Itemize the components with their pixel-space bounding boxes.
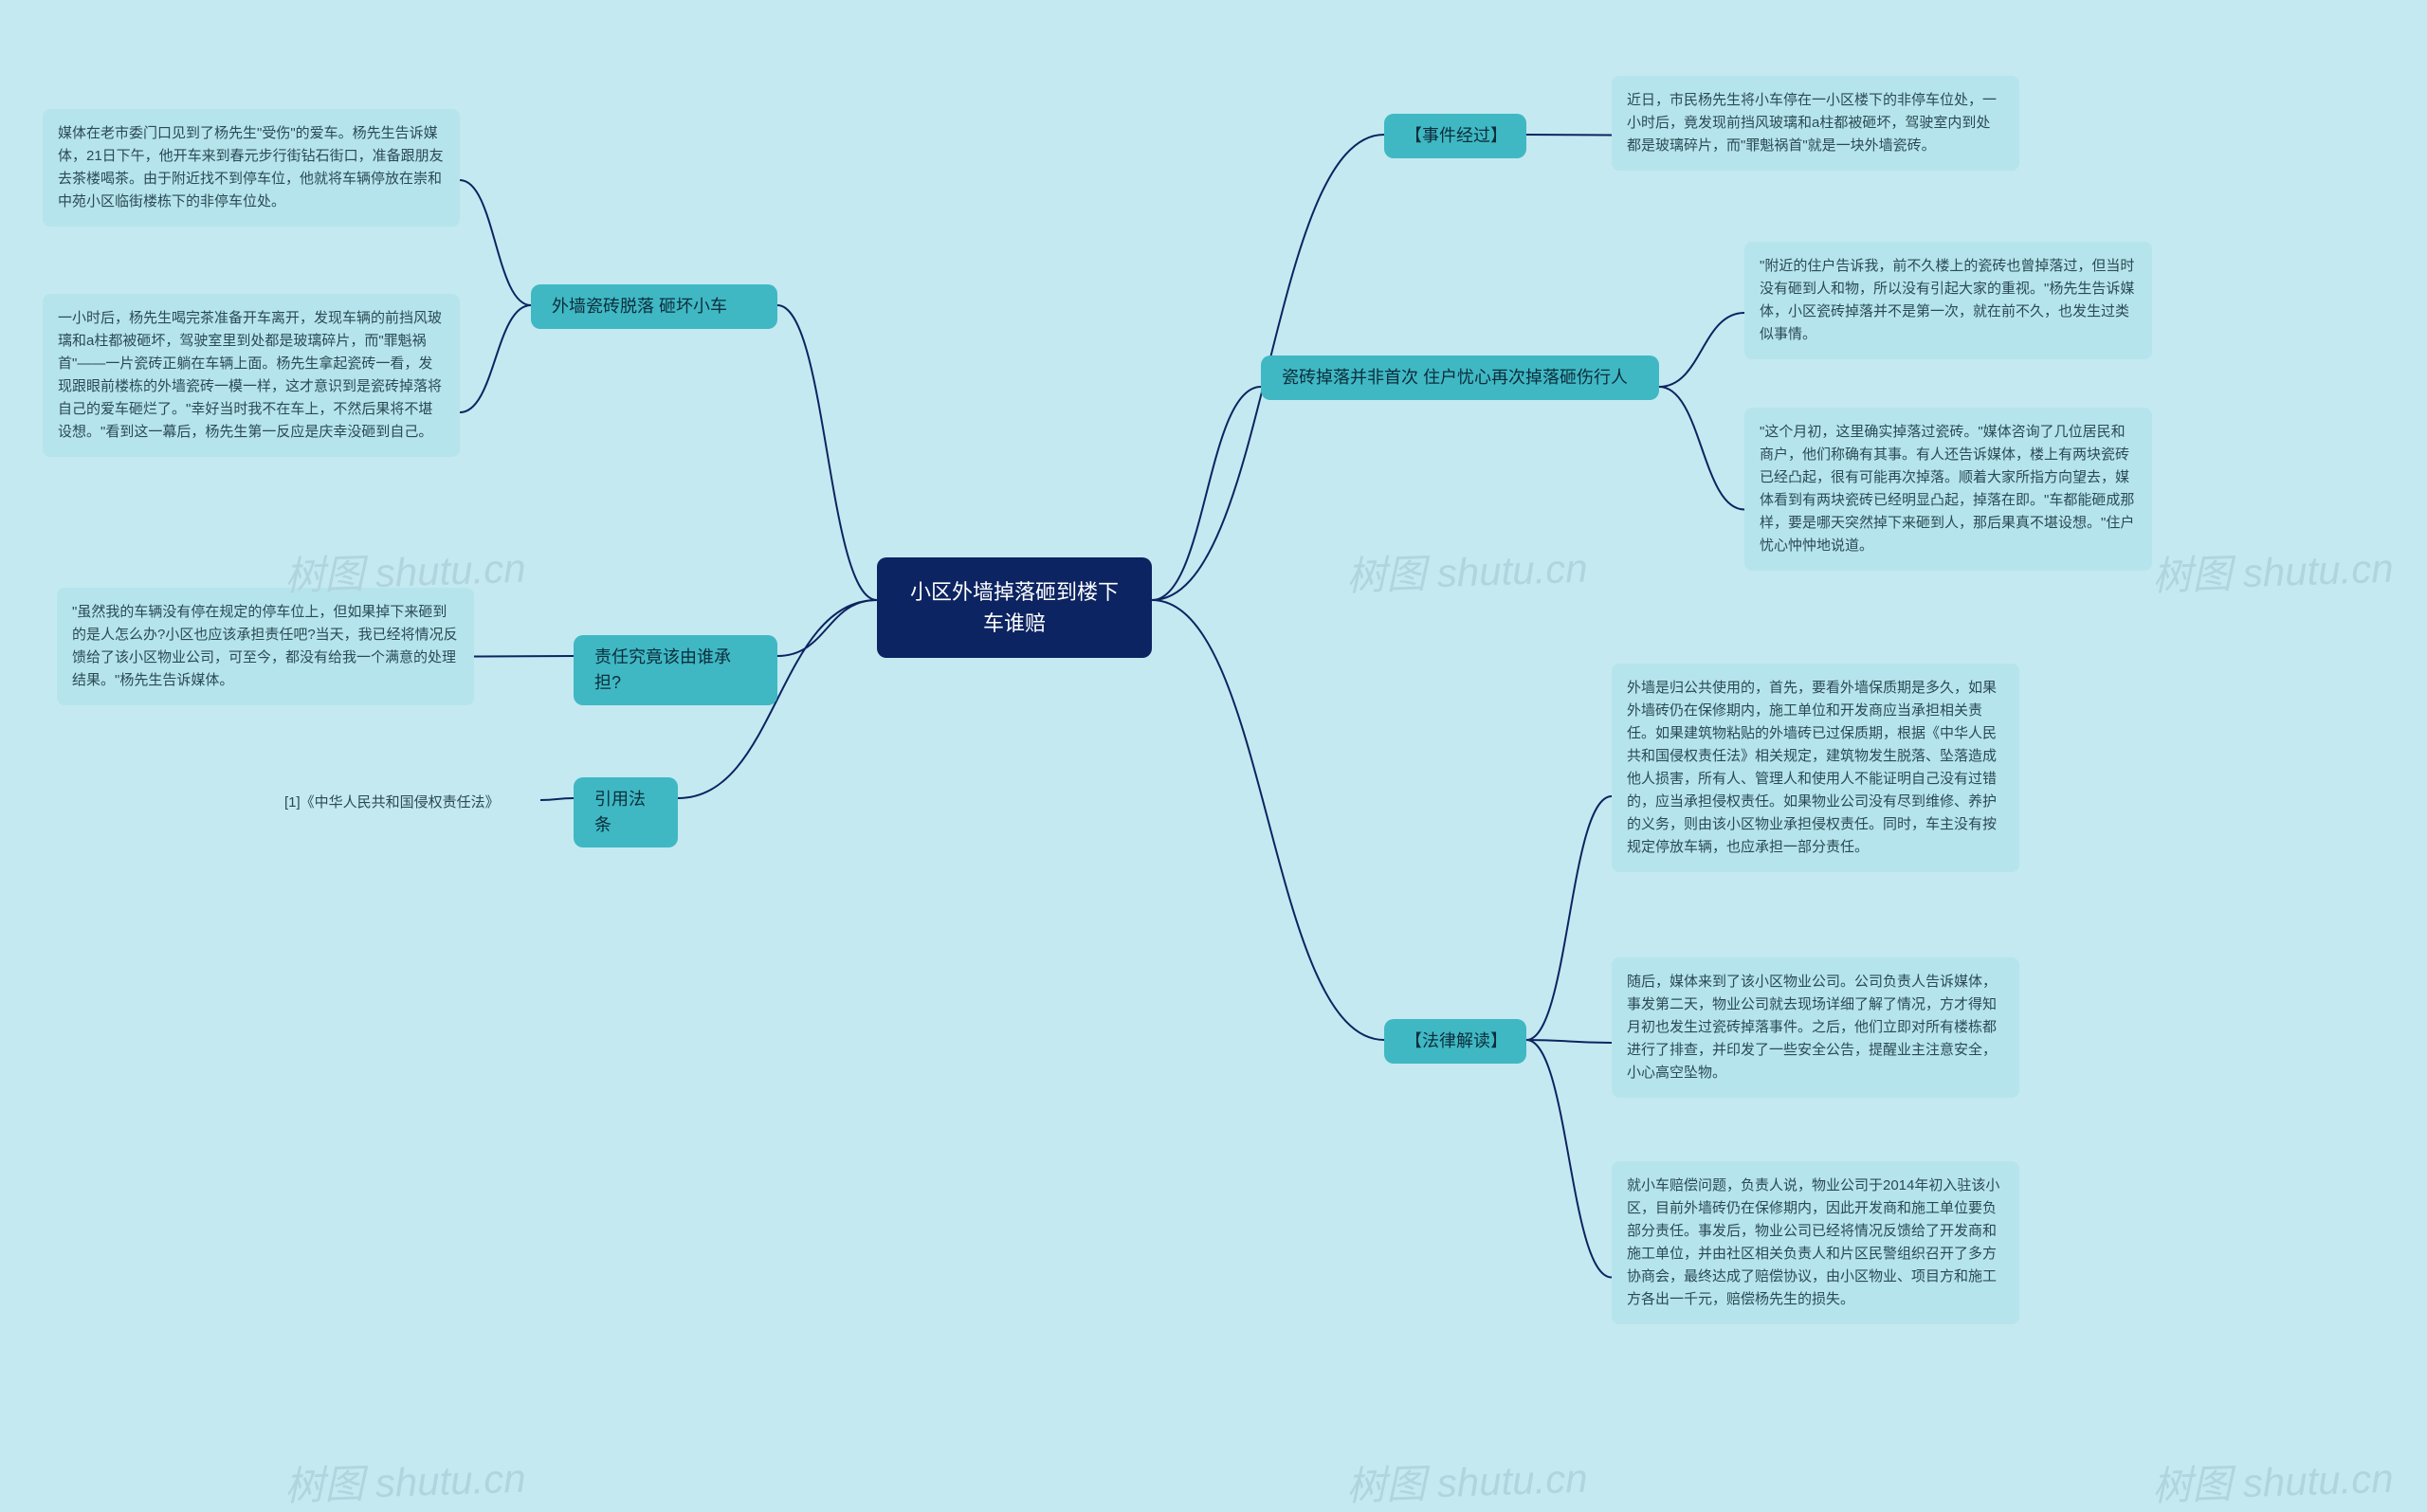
leaf-node: "这个月初，这里确实掉落过瓷砖。"媒体咨询了几位居民和商户，他们称确有其事。有人… [1744,408,2152,571]
watermark: 树图 shutu.cn [2151,537,2394,603]
branch-label: 责任究竟该由谁承担? [594,647,731,692]
leaf-node: "附近的住户告诉我，前不久楼上的瓷砖也曾掉落过，但当时没有砸到人和物，所以没有引… [1744,242,2152,359]
leaf-node: 随后，媒体来到了该小区物业公司。公司负责人告诉媒体，事发第二天，物业公司就去现场… [1612,957,2019,1098]
branch-label: 瓷砖掉落并非首次 住户忧心再次掉落砸伤行人 [1282,368,1628,387]
connector-layer [0,0,2427,1512]
leaf-node: "虽然我的车辆没有停在规定的停车位上，但如果掉下来砸到的是人怎么办?小区也应该承… [57,588,474,705]
watermark: 树图 shutu.cn [1345,537,1588,603]
leaf-node: 就小车赔偿问题，负责人说，物业公司于2014年初入驻该小区，目前外墙砖仍在保修期… [1612,1161,2019,1324]
watermark: 树图 shutu.cn [2151,1447,2394,1512]
leaf-node: 一小时后，杨先生喝完茶准备开车离开，发现车辆的前挡风玻璃和a柱都被砸坏，驾驶室里… [43,294,460,457]
watermark: 树图 shutu.cn [283,1447,526,1512]
leaf-node: 媒体在老市委门口见到了杨先生"受伤"的爱车。杨先生告诉媒体，21日下午，他开车来… [43,109,460,227]
watermark: 树图 shutu.cn [1345,1447,1588,1512]
branch-node[interactable]: 责任究竟该由谁承担? [574,635,777,705]
branch-label: 外墙瓷砖脱落 砸坏小车 [552,297,727,316]
branch-node[interactable]: 【法律解读】 [1384,1019,1526,1064]
branch-node[interactable]: 外墙瓷砖脱落 砸坏小车 [531,284,777,329]
leaf-node: [1]《中华人民共和国侵权责任法》 [275,787,540,820]
branch-label: 【法律解读】 [1405,1031,1507,1050]
branch-label: 【事件经过】 [1405,126,1507,145]
branch-label: 引用法条 [594,790,646,834]
branch-node[interactable]: 【事件经过】 [1384,114,1526,158]
branch-node[interactable]: 引用法条 [574,777,678,847]
root-text: 小区外墙掉落砸到楼下车谁赔 [910,580,1119,635]
leaf-node: 近日，市民杨先生将小车停在一小区楼下的非停车位处，一小时后，竟发现前挡风玻璃和a… [1612,76,2019,171]
root-node[interactable]: 小区外墙掉落砸到楼下车谁赔 [877,557,1152,658]
leaf-node: 外墙是归公共使用的，首先，要看外墙保质期是多久，如果外墙砖仍在保修期内，施工单位… [1612,664,2019,872]
branch-node[interactable]: 瓷砖掉落并非首次 住户忧心再次掉落砸伤行人 [1261,355,1659,400]
